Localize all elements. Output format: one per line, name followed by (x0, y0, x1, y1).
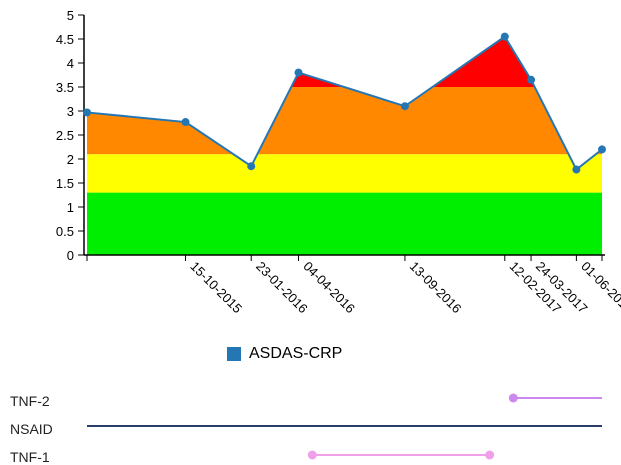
severity-band-1 (87, 154, 602, 193)
x-tick-label: 13-09-2016 (407, 259, 465, 317)
data-point (527, 75, 536, 84)
x-tick-label: 15-10-2015 (187, 259, 245, 317)
data-point (400, 102, 409, 111)
data-point (598, 145, 606, 154)
timeline-marker (307, 450, 317, 460)
y-tick-label: 2.5 (56, 128, 74, 143)
y-axis: 0 0.5 1 1.5 2 2.5 3 3.5 4 4.5 5 (56, 8, 85, 263)
data-point (294, 68, 303, 77)
y-tick-label: 4 (67, 56, 74, 71)
chart-legend: ASDAS-CRP (227, 345, 342, 363)
timeline-label-tnf-1: TNF-1 (10, 449, 50, 465)
timeline-marker (508, 393, 518, 403)
timelines (87, 393, 602, 460)
x-tick-label: 04-04-2016 (300, 259, 358, 317)
data-point (247, 162, 256, 171)
y-tick-label: 0.5 (56, 224, 74, 239)
data-point (181, 118, 190, 127)
y-tick-label: 4.5 (56, 32, 74, 47)
y-tick-label: 3 (67, 104, 74, 119)
y-tick-label: 1 (67, 200, 74, 215)
legend-swatch (227, 347, 241, 361)
data-point (572, 165, 581, 174)
y-tick-label: 1.5 (56, 176, 74, 191)
data-point (500, 32, 509, 41)
data-point (83, 108, 91, 117)
severity-band-3 (87, 36, 602, 87)
y-tick-label: 2 (67, 152, 74, 167)
severity-band-0 (87, 192, 602, 255)
asdas-crp-points (83, 32, 606, 174)
y-tick-label: 0 (67, 248, 74, 263)
timeline-label-nsaid: NSAID (10, 421, 53, 437)
timeline-label-tnf-2: TNF-2 (10, 393, 50, 409)
legend-label: ASDAS-CRP (249, 345, 343, 362)
y-tick-label: 5 (67, 8, 74, 23)
y-tick-label: 3.5 (56, 80, 74, 95)
severity-bands (87, 36, 602, 255)
timeline-marker (485, 450, 495, 460)
